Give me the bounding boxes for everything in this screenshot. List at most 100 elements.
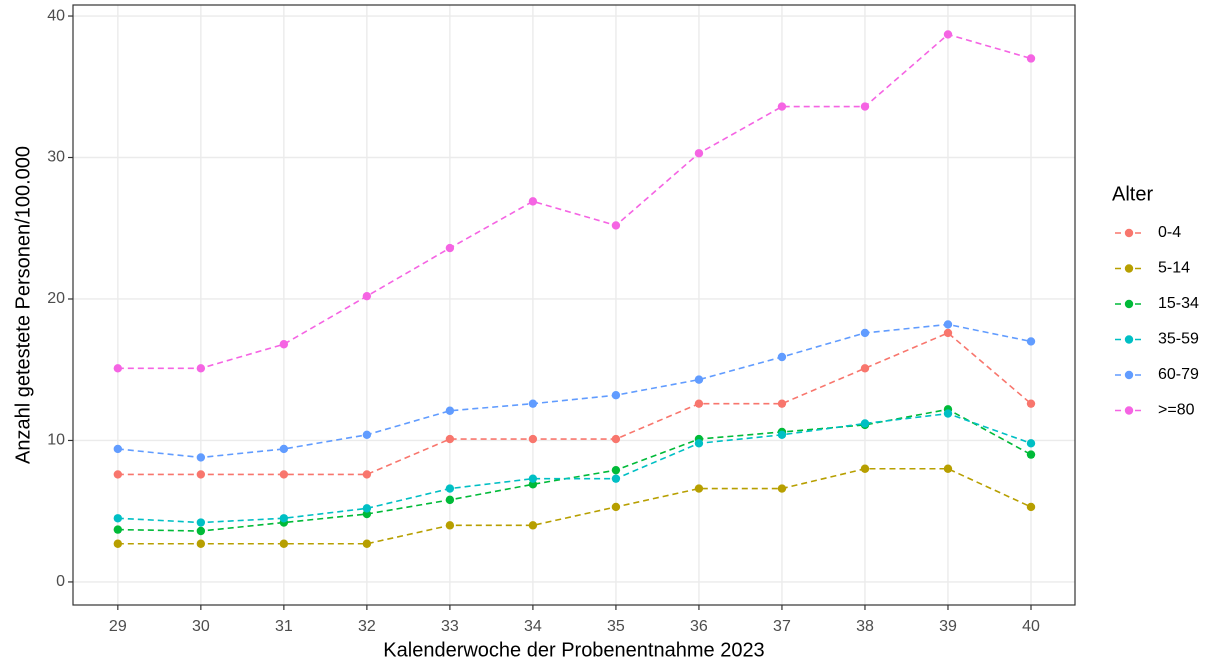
x-tick-label: 34 [524, 618, 542, 635]
data-point [279, 444, 289, 454]
data-point [196, 518, 206, 527]
y-tick-label: 0 [56, 573, 65, 590]
legend-label: 60-79 [1158, 366, 1199, 383]
y-tick-label: 20 [47, 290, 65, 307]
data-point [196, 470, 206, 479]
x-tick-label: 31 [275, 618, 293, 635]
legend-label: >=80 [1158, 402, 1195, 419]
series-line [117, 332, 1032, 476]
data-point [943, 409, 953, 418]
data-point [943, 328, 953, 338]
data-point [860, 102, 870, 111]
x-tick-label: 33 [441, 618, 459, 635]
legend-point [1124, 228, 1134, 238]
legend-label: 15-34 [1158, 295, 1199, 312]
data-point [528, 197, 538, 206]
y-axis-title: Anzahl getestete Personen/100.000 [12, 146, 34, 464]
data-point [860, 328, 870, 338]
data-point [777, 484, 787, 493]
data-point [611, 465, 621, 475]
data-point [777, 352, 787, 362]
x-tick-label: 30 [192, 618, 210, 635]
data-point [445, 484, 455, 493]
legend-title: Alter [1112, 183, 1153, 205]
data-point [279, 470, 289, 479]
data-point [196, 453, 206, 462]
legend-point [1124, 370, 1134, 380]
data-point [611, 474, 621, 483]
data-point [1026, 450, 1036, 459]
legend-label: 0-4 [1158, 224, 1181, 241]
legend-label: 5-14 [1158, 260, 1190, 277]
data-point [694, 399, 704, 408]
x-tick-label: 35 [607, 618, 625, 635]
data-point [777, 399, 787, 408]
data-point [777, 430, 787, 440]
data-point [445, 434, 455, 444]
x-tick-label: 39 [939, 618, 957, 635]
data-point [528, 521, 538, 530]
x-tick-label: 37 [773, 618, 791, 635]
x-tick-label: 32 [358, 618, 376, 635]
data-point [445, 243, 455, 253]
legend-point [1124, 406, 1134, 415]
data-point [196, 539, 206, 548]
legend-label: 35-59 [1158, 331, 1199, 348]
data-point [694, 375, 704, 384]
data-point [196, 364, 206, 373]
data-point [943, 320, 953, 329]
data-point [445, 521, 455, 530]
data-point [113, 525, 123, 534]
y-tick-label: 30 [47, 149, 65, 166]
data-point [362, 470, 372, 479]
legend-point [1124, 299, 1134, 309]
data-point [860, 464, 870, 473]
data-point [611, 221, 621, 230]
data-point [113, 364, 123, 373]
data-point [777, 102, 787, 111]
series-line [117, 323, 1032, 459]
data-point [611, 434, 621, 444]
x-tick-label: 29 [109, 618, 127, 635]
data-point [196, 526, 206, 536]
x-tick-label: 36 [690, 618, 708, 635]
data-point [860, 364, 870, 373]
data-point [1026, 399, 1036, 408]
x-axis-title: Kalenderwoche der Probenentnahme 2023 [383, 639, 764, 661]
data-point [694, 439, 704, 448]
data-point [113, 514, 123, 523]
data-point [860, 419, 870, 428]
data-point [528, 434, 538, 444]
series-line [117, 408, 1032, 532]
data-point [362, 430, 372, 440]
data-point [113, 539, 123, 548]
y-tick-label: 40 [47, 7, 65, 24]
data-point [1026, 439, 1036, 448]
data-point [113, 470, 123, 479]
plot-border [72, 4, 1076, 606]
legend-point [1124, 264, 1134, 273]
y-tick-label: 10 [47, 432, 65, 449]
data-point [943, 464, 953, 473]
data-point [279, 539, 289, 548]
data-point [362, 539, 372, 548]
series-line [117, 33, 1032, 370]
data-point [528, 474, 538, 483]
data-point [113, 444, 123, 454]
data-point [611, 390, 621, 400]
data-point [279, 514, 289, 523]
data-point [694, 484, 704, 493]
x-tick-label: 38 [856, 618, 874, 635]
data-point [362, 291, 372, 301]
data-point [362, 504, 372, 513]
data-point [1026, 54, 1036, 63]
data-point [445, 406, 455, 415]
series-line [117, 467, 1032, 545]
legend-point [1124, 335, 1134, 344]
series-line [117, 412, 1032, 524]
x-tick-label: 40 [1022, 618, 1040, 635]
data-point [694, 149, 704, 158]
data-point [943, 30, 953, 39]
